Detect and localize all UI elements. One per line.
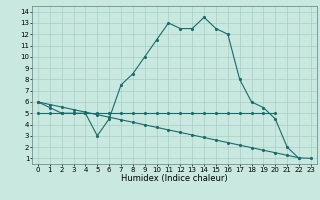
X-axis label: Humidex (Indice chaleur): Humidex (Indice chaleur) xyxy=(121,174,228,183)
